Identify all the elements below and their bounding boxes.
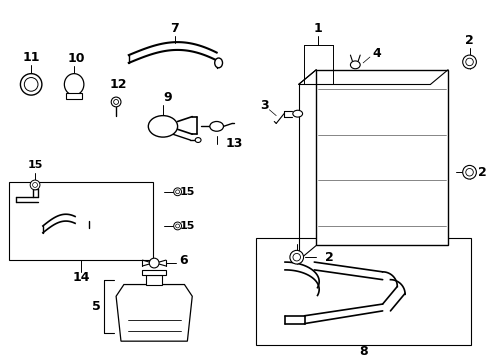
Ellipse shape	[195, 138, 201, 143]
Circle shape	[20, 74, 42, 95]
Text: 9: 9	[163, 91, 172, 104]
Text: 12: 12	[109, 78, 126, 91]
Bar	[142, 270, 165, 275]
Circle shape	[462, 165, 475, 179]
Text: 5: 5	[92, 300, 101, 313]
Ellipse shape	[214, 58, 222, 68]
Circle shape	[113, 99, 118, 104]
Ellipse shape	[64, 74, 84, 95]
Text: 15: 15	[179, 221, 195, 231]
Circle shape	[462, 55, 475, 69]
Text: 15: 15	[27, 161, 42, 170]
Bar	[146, 275, 162, 284]
Text: 10: 10	[67, 51, 84, 64]
Circle shape	[24, 77, 38, 91]
Circle shape	[30, 180, 40, 190]
Polygon shape	[116, 284, 192, 341]
Text: 6: 6	[179, 254, 187, 267]
Text: 2: 2	[477, 166, 486, 179]
Ellipse shape	[148, 116, 177, 137]
Circle shape	[289, 250, 303, 264]
Bar	[9, 182, 153, 260]
Circle shape	[465, 168, 472, 176]
Circle shape	[149, 258, 159, 268]
Bar	[316, 70, 447, 246]
Text: 14: 14	[72, 271, 89, 284]
Circle shape	[173, 222, 181, 230]
Text: 7: 7	[170, 22, 179, 35]
Text: 3: 3	[260, 99, 268, 112]
Circle shape	[292, 253, 300, 261]
Circle shape	[465, 58, 472, 66]
Text: 2: 2	[464, 34, 473, 47]
Text: 13: 13	[225, 138, 243, 150]
Circle shape	[173, 188, 181, 196]
Circle shape	[175, 224, 179, 228]
Circle shape	[33, 183, 38, 188]
Bar	[66, 93, 82, 99]
Text: 2: 2	[324, 251, 333, 264]
Ellipse shape	[350, 61, 360, 69]
Bar	[255, 238, 469, 345]
Text: 8: 8	[358, 345, 366, 359]
Circle shape	[111, 97, 121, 107]
Circle shape	[175, 190, 179, 194]
Ellipse shape	[209, 121, 223, 131]
Text: 4: 4	[372, 47, 380, 60]
Text: 11: 11	[22, 50, 40, 64]
Text: 1: 1	[313, 22, 322, 35]
Text: 15: 15	[179, 187, 195, 197]
Ellipse shape	[292, 110, 302, 117]
